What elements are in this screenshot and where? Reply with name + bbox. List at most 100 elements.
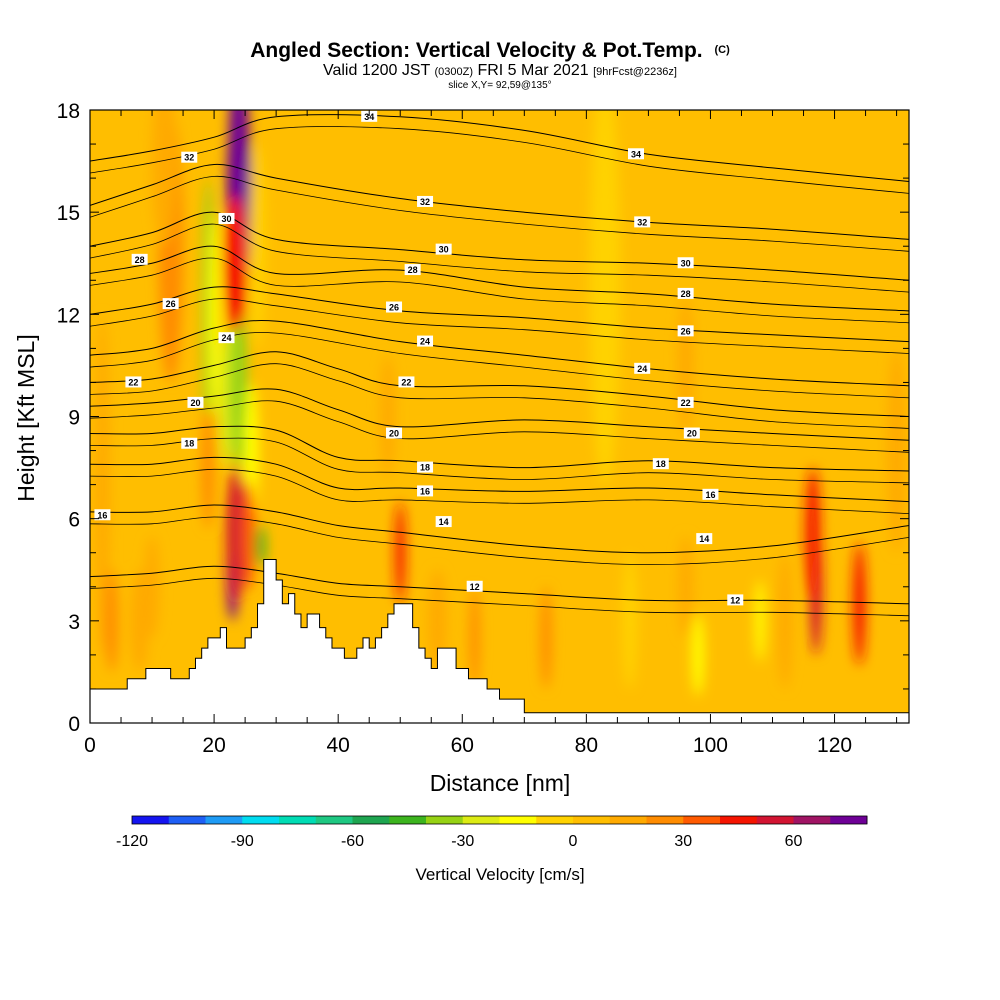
colorbar-tick-label: 0 [569,833,578,850]
isentrope-label-18: 22 [398,376,415,388]
colorbar-swatch-17 [756,816,794,824]
colorbar-swatch-6 [352,816,390,824]
velocity-cell-1 [152,110,177,247]
terrain [90,559,909,723]
isentrope-label-25: 18 [652,458,669,470]
colorbar-swatch-4 [279,816,317,824]
isentrope-label-2: 32 [181,151,198,163]
y-tick-label: 12 [57,304,80,327]
colorbar: -120 -90 -60 -30 0 30 60 [116,815,868,850]
isentrope-label-text: 34 [631,149,641,159]
isentrope-label-19: 22 [677,396,694,408]
isentrope-label-text: 22 [128,377,138,387]
x-tick-label: 80 [575,734,598,757]
isentrope-label-0: 34 [361,110,378,122]
isentrope-label-23: 18 [181,437,198,449]
isentrope-label-box [435,243,452,255]
y-tick-label: 18 [57,100,80,123]
isentrope-label-text: 12 [470,582,480,592]
isentrope-label-box [94,509,111,521]
isentrope-24 [90,320,909,387]
isentrope-label-box [634,216,651,228]
isentrope-label-box [162,298,179,310]
isentrope-label-text: 32 [420,197,430,207]
velocity-cell-32 [805,467,821,604]
isentrope-label-box [417,485,434,497]
y-tick-label: 15 [57,202,80,225]
colorbar-tick-label: -90 [231,833,254,850]
isentrope-minor-24 [90,332,909,399]
isentrope-minor-30 [90,223,909,293]
isentrope-label-4: 32 [634,216,651,228]
isentrope-label-text: 16 [97,510,107,520]
velocity-cell-11 [249,144,266,349]
isentrope-label-14: 24 [218,332,235,344]
isentrope-label-box [361,110,378,122]
isentrope-label-text: 30 [681,258,691,268]
isentrope-label-box [677,287,694,299]
colorbar-swatch-0 [132,816,170,824]
isentrope-label-box [677,257,694,269]
x-tick-label: 0 [84,734,96,757]
valid-utc: (0300Z) [434,66,473,78]
velocity-cell-17 [130,569,149,672]
isentrope-26 [90,286,909,343]
svg-text:Angled Section: Vertical Veloc: Angled Section: Vertical Velocity & Pot.… [250,39,730,62]
isentrope-label-text: 34 [364,112,374,122]
isentrope-minor-14 [90,516,909,566]
isentrope-label-8: 28 [131,253,148,265]
isentrope-label-box [404,264,421,276]
isentrope-label-text: 32 [637,217,647,227]
isentrope-label-box [634,362,651,374]
colorbar-swatch-12 [573,816,611,824]
isentrope-18 [90,425,909,472]
isentrope-20 [90,388,909,441]
colorbar-tick-label: 30 [674,833,692,850]
title-main: Angled Section: Vertical Velocity & Pot.… [250,39,702,62]
isentrope-label-box [677,325,694,337]
isentrope-label-box [386,301,403,313]
isentrope-14 [90,504,909,554]
velocity-cell-6 [230,297,248,468]
velocity-cell-20 [395,501,406,604]
isentrope-minor-34 [90,126,909,194]
x-tick-label: 120 [817,734,852,757]
colorbar-label: Vertical Velocity [cm/s] [415,865,584,884]
isentrope-label-box [727,594,744,606]
velocity-field [94,110,906,696]
colorbar-tick-label: -120 [116,833,148,850]
isentrope-label-26: 16 [417,485,434,497]
isentrope-label-text: 18 [184,439,194,449]
velocity-cell-5 [219,331,234,468]
colorbar-tick-label: 60 [785,833,803,850]
colorbar-swatch-9 [462,816,500,824]
isentrope-label-text: 30 [221,214,231,224]
isentrope-label-13: 26 [677,325,694,337]
isentrope-label-box [417,195,434,207]
isentrope-minor-12 [90,577,909,617]
slice-info: slice X,Y= 92,59@135° [448,80,551,91]
isentrope-label-1: 34 [628,148,644,160]
isentrope-label-text: 28 [408,265,418,275]
velocity-cell-13 [226,467,246,604]
x-tick-label: 100 [693,734,728,757]
isentrope-16 [90,456,909,503]
velocity-cell-33 [853,542,866,666]
isentrope-label-text: 12 [730,595,740,605]
isentrope-label-box [181,437,198,449]
velocity-cell-15 [255,525,266,567]
colorbar-swatch-13 [609,816,647,824]
colorbar-frame [131,815,868,825]
isentrope-label-24: 18 [417,461,434,473]
isentrope-32 [90,163,909,240]
colorbar-swatch-1 [168,816,206,824]
isentrope-34 [90,114,909,182]
isentrope-label-box [218,332,235,344]
x-axis: 0 20 40 60 80 100 120 [84,110,898,757]
isentrope-label-text: 14 [699,534,709,544]
velocity-cell-23 [469,586,480,689]
isentrope-label-10: 28 [677,287,694,299]
isentrope-label-3: 32 [417,195,434,207]
isentrope-label-30: 14 [696,533,713,545]
isentrope-label-text: 30 [439,245,449,255]
